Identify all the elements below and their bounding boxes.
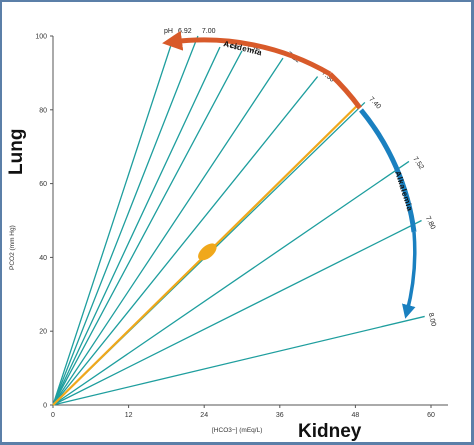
axes: [52, 36, 448, 406]
isobar-line: [52, 160, 410, 406]
frame-border-right: [471, 0, 474, 445]
isobar-line: [52, 50, 243, 406]
x-tick-label: 24: [200, 412, 208, 419]
lung-label: Lung: [6, 129, 27, 175]
alkalemia-arc: [359, 108, 417, 233]
isobar-ph-label: 6.92: [178, 28, 192, 35]
tick-layer: 0 12 24 36 48 60 0 20 40 60 80 100: [35, 34, 435, 420]
y-axis-title: PCO2 (mm Hg): [9, 225, 16, 270]
isobar-ph-label: 7.00: [202, 28, 216, 35]
x-tick-label: 36: [276, 412, 284, 419]
kidney-label: Kidney: [298, 421, 362, 442]
normal-line-layer: [52, 103, 360, 406]
ph-prefix-label: pH: [164, 28, 173, 35]
normal-point-marker: [198, 243, 217, 261]
alkalemia-label: Alkalemia: [393, 170, 415, 213]
isobar-ph-label: 7.40: [367, 96, 382, 111]
acidemia-arc-extension: [328, 72, 363, 110]
frame-border-left: [0, 0, 2, 445]
x-axis-title: [HCO3−] (mEq/L): [212, 427, 262, 434]
isobar-ph-label: 7.52: [411, 156, 425, 171]
frame-border-bottom: [0, 442, 474, 445]
y-tick-label: 60: [39, 181, 47, 188]
alkalemia-arc-tail: [401, 231, 417, 319]
x-tick-label: 60: [427, 412, 435, 419]
isobar-line: [52, 76, 319, 406]
frame-border-top: [0, 0, 474, 2]
acidemia-arc: [162, 30, 332, 77]
y-tick-label: 20: [39, 329, 47, 336]
x-tick-label: 48: [352, 412, 360, 419]
isobar-ph-label: 8.00: [427, 312, 437, 327]
isobar-line: [52, 35, 175, 406]
y-tick-label: 80: [39, 107, 47, 114]
isobar-line: [52, 57, 284, 406]
y-tick-label: 40: [39, 255, 47, 262]
isobar-line: [52, 46, 221, 406]
x-tick-label: 0: [51, 412, 55, 419]
isobar-line: [52, 219, 422, 406]
x-tick-label: 12: [125, 412, 133, 419]
y-tick-label: 0: [43, 403, 47, 410]
isobar-line: [52, 315, 425, 406]
y-tick-label: 100: [35, 34, 47, 41]
isobar-line: [52, 35, 199, 406]
isobar-ph-label: 7.80: [424, 215, 436, 230]
